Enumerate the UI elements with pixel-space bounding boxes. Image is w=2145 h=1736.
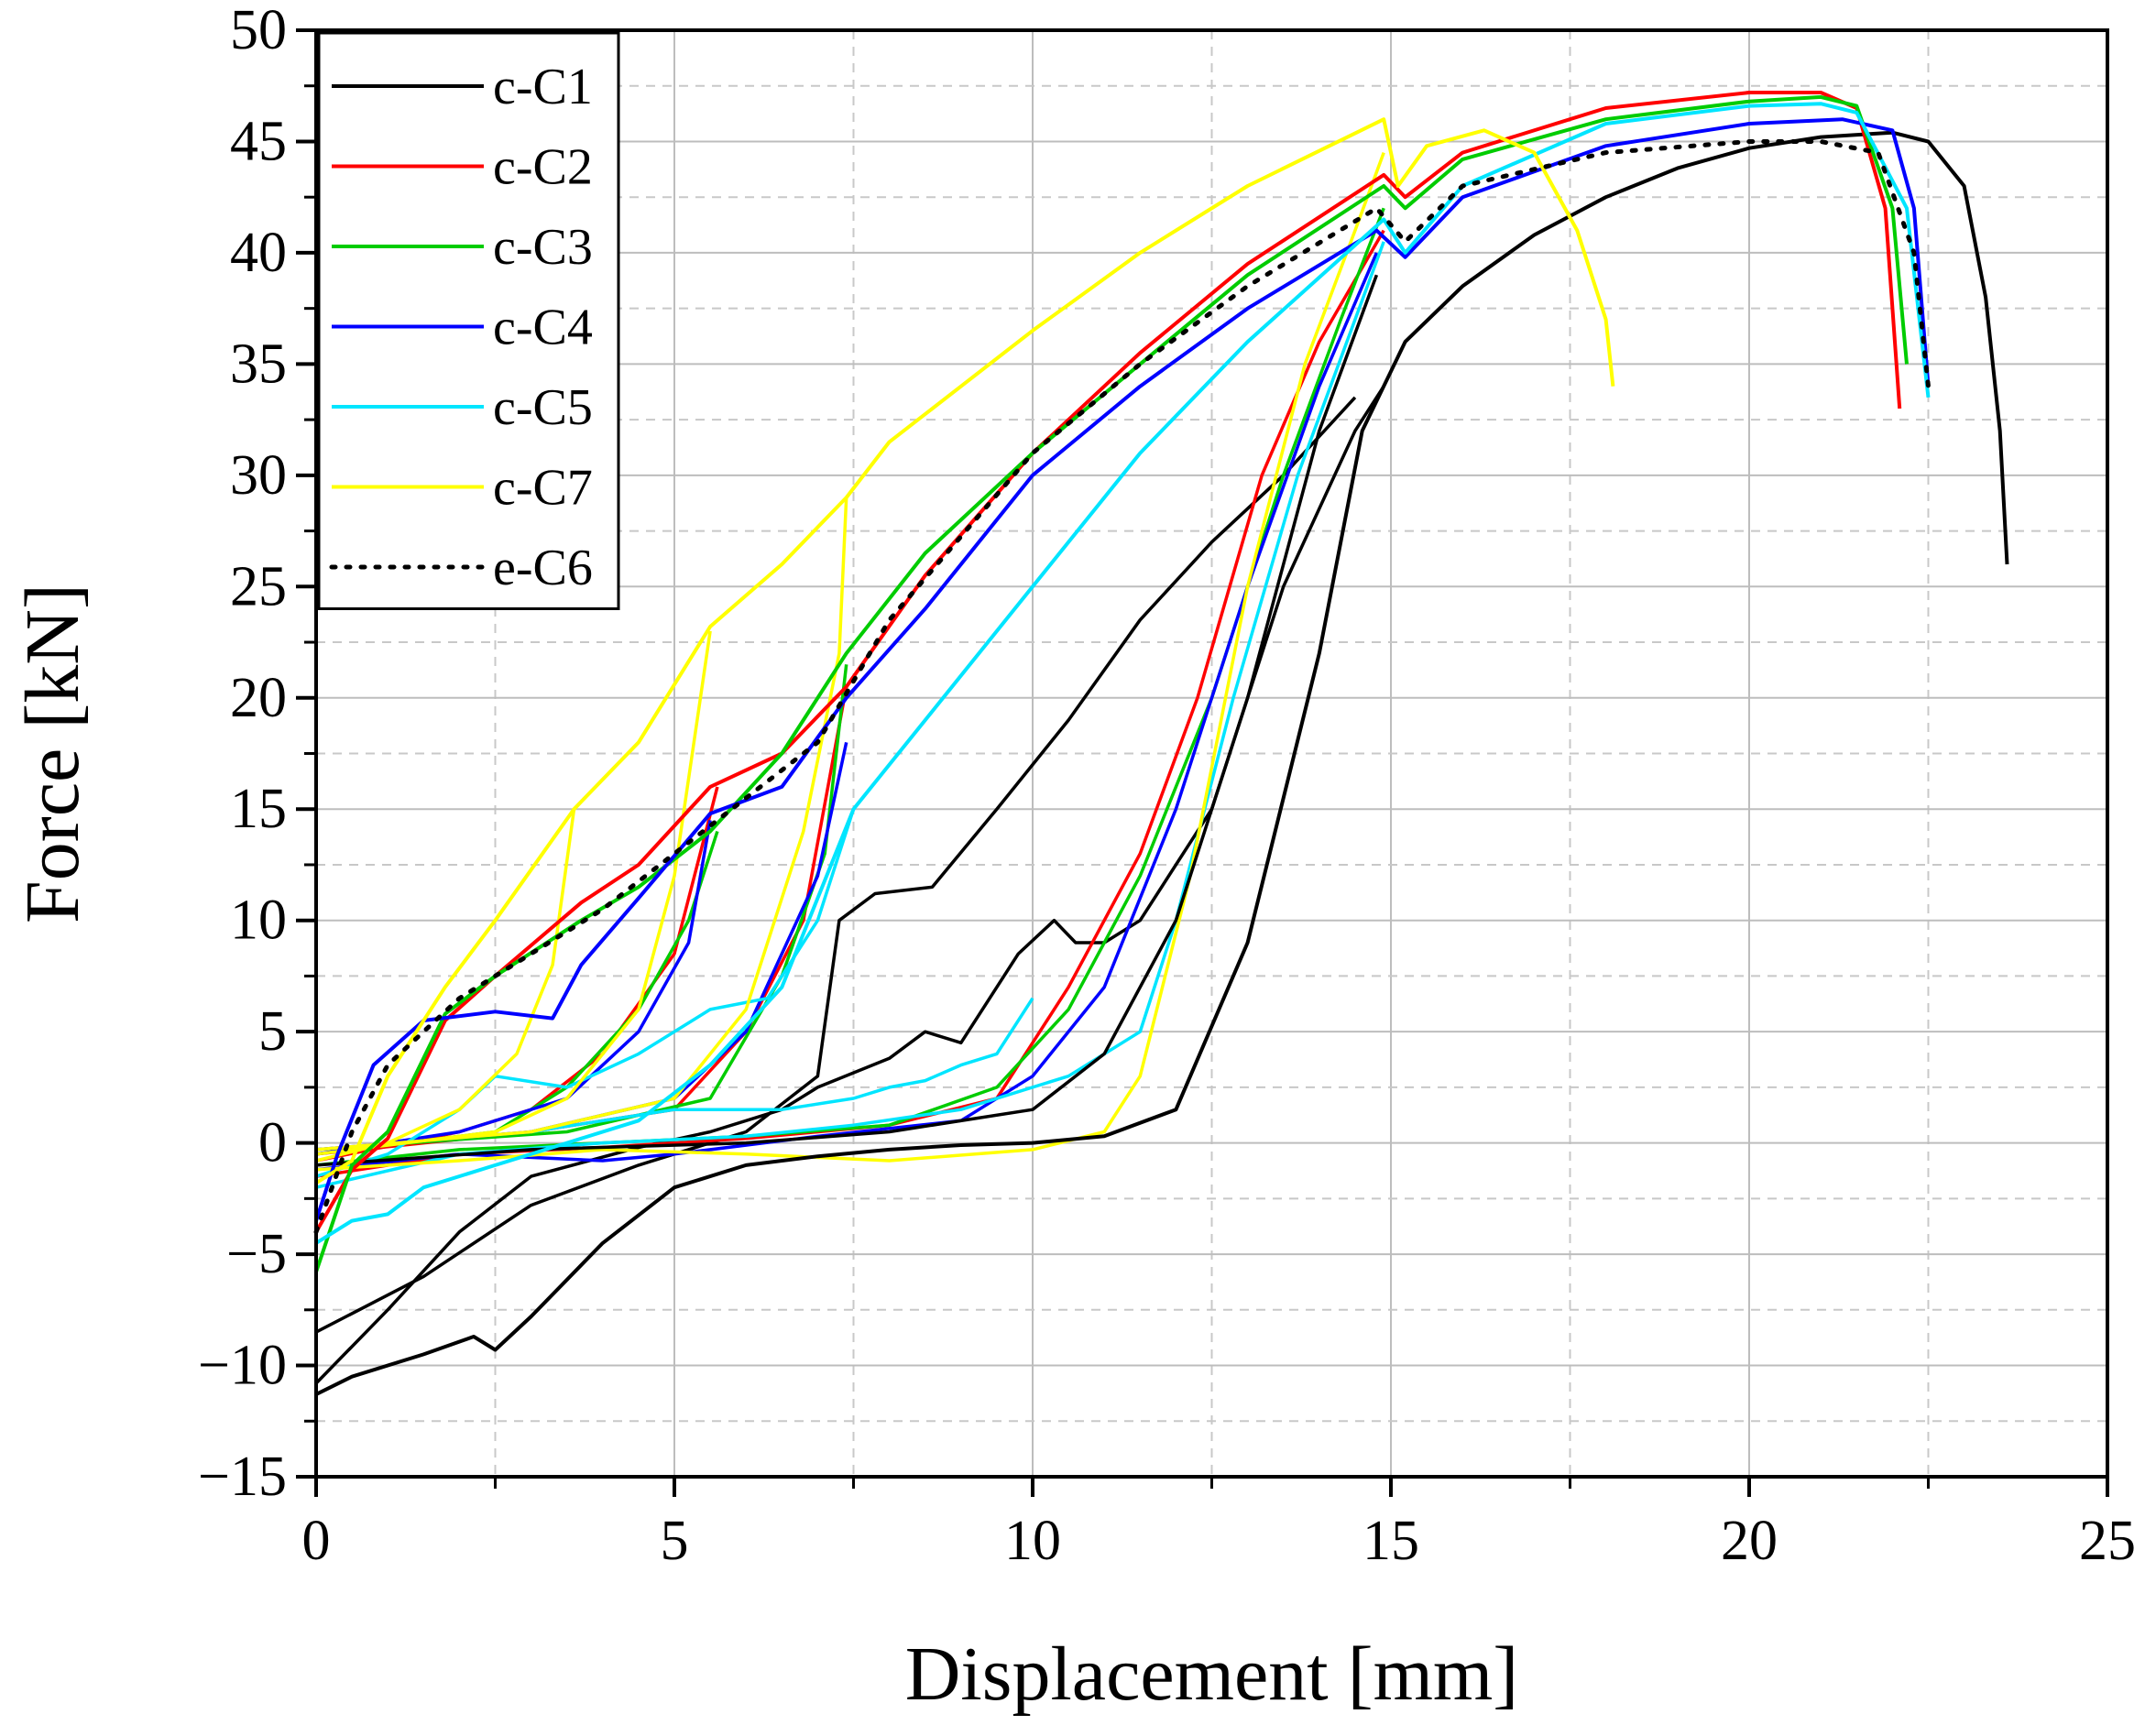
hysteresis-loop-c-C7 bbox=[315, 497, 848, 1152]
legend-label: c-C7 bbox=[493, 460, 593, 517]
series-line-c-C7 bbox=[314, 117, 1615, 1185]
y-tick-label: 30 bbox=[230, 444, 287, 507]
y-axis-title: Force [kN] bbox=[10, 584, 95, 923]
x-tick-label: 0 bbox=[302, 1510, 331, 1572]
data-series bbox=[313, 91, 2009, 1396]
y-tick-label: −5 bbox=[226, 1223, 287, 1285]
hysteresis-loop-c-C5 bbox=[531, 997, 1034, 1134]
y-tick-label: 35 bbox=[230, 333, 287, 395]
y-tick-label: 40 bbox=[230, 222, 287, 284]
x-tick-label: 15 bbox=[1363, 1510, 1419, 1572]
series-line-c-C5 bbox=[314, 102, 1931, 1245]
y-tick-label: −10 bbox=[198, 1335, 287, 1397]
legend-label: c-C1 bbox=[493, 59, 593, 115]
y-tick-label: 45 bbox=[230, 110, 287, 172]
legend-label: c-C5 bbox=[493, 379, 593, 436]
axis-ticks: 0 5 10 15 20 25 −15 −10 −5 0 5 10 15 20 25 30 35 40 45 50 bbox=[198, 0, 2136, 1572]
series-line-c-C4 bbox=[314, 117, 1931, 1222]
y-tick-label: −15 bbox=[198, 1446, 287, 1508]
y-tick-label: 5 bbox=[258, 1000, 287, 1063]
x-tick-label: 20 bbox=[1721, 1510, 1778, 1572]
hysteresis-loop-c-C7 bbox=[315, 151, 1385, 1172]
x-tick-label: 25 bbox=[2079, 1510, 2136, 1572]
y-tick-label: 15 bbox=[230, 778, 287, 840]
legend: c-C1 c-C2 c-C3 c-C4 c-C5 c-C7 e-C6 bbox=[317, 31, 620, 610]
y-tick-label: 0 bbox=[258, 1112, 287, 1174]
x-tick-label: 5 bbox=[661, 1510, 689, 1572]
hysteresis-loop-c-C1 bbox=[315, 396, 1357, 1334]
x-tick-label: 10 bbox=[1004, 1510, 1061, 1572]
legend-label: c-C4 bbox=[493, 300, 593, 356]
hysteresis-loop-c-C4 bbox=[315, 820, 712, 1156]
hysteresis-loop-c-C5 bbox=[315, 241, 1385, 1189]
series-line-e-C6 bbox=[313, 139, 1931, 1235]
x-axis-title: Displacement [mm] bbox=[905, 1632, 1518, 1717]
y-tick-label: 50 bbox=[230, 0, 287, 61]
legend-label: e-C6 bbox=[493, 540, 593, 596]
y-tick-label: 10 bbox=[230, 890, 287, 952]
hysteresis-loop-c-C7 bbox=[315, 630, 712, 1156]
hysteresis-loop-e-C6 bbox=[315, 274, 1379, 1167]
legend-label: c-C2 bbox=[493, 139, 593, 196]
legend-label: c-C3 bbox=[493, 219, 593, 276]
y-tick-label: 20 bbox=[230, 667, 287, 729]
legend-box bbox=[317, 31, 620, 610]
y-tick-label: 25 bbox=[230, 555, 287, 617]
